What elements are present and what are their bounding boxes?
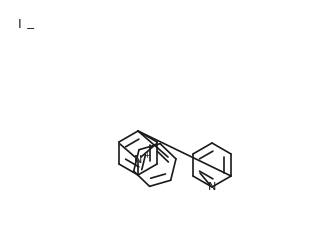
Text: N: N <box>208 182 216 192</box>
Text: N: N <box>134 155 142 165</box>
Text: −: − <box>26 24 35 34</box>
Text: I: I <box>18 18 22 31</box>
Text: +: + <box>143 150 150 160</box>
